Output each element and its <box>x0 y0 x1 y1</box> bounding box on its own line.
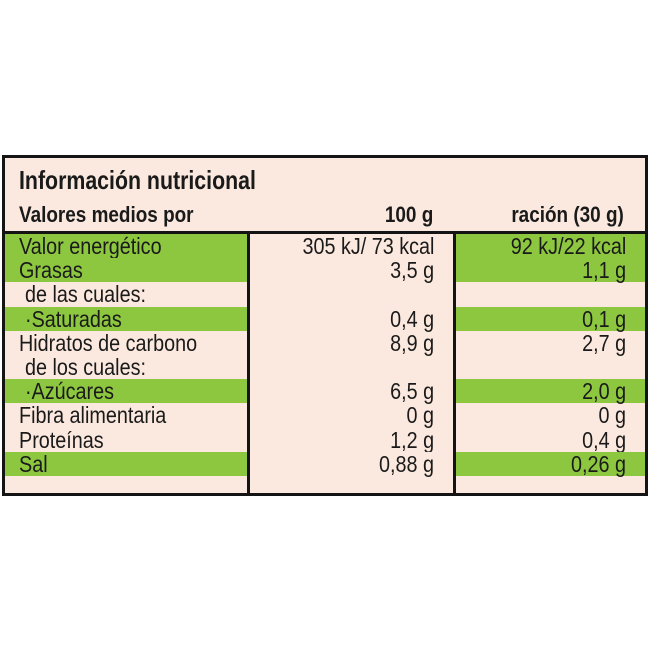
row-serving: 0 g <box>598 402 626 429</box>
row-name: Sal <box>19 450 48 477</box>
table-row: de las cuales: <box>5 281 645 308</box>
table-row: Valor energético 305 kJ/ 73 kcal 92 kJ/2… <box>5 233 645 259</box>
row-serving: 2,7 g <box>582 329 626 356</box>
row-name: Grasas <box>19 257 83 284</box>
table-row: ·Saturadas 0,4 g 0,1 g <box>5 305 645 332</box>
row-serving: 2,0 g <box>582 378 626 405</box>
row-serving: 0,4 g <box>582 426 626 453</box>
row-name: Proteínas <box>19 426 104 453</box>
table-title: Información nutricional <box>19 165 256 195</box>
row-name: ·Azúcares <box>25 378 115 405</box>
row-per100: 0,88 g <box>379 450 434 477</box>
table-body: Valor energético 305 kJ/ 73 kcal 92 kJ/2… <box>5 233 645 477</box>
row-serving: 0,1 g <box>582 305 626 332</box>
row-name: de los cuales: <box>25 353 146 380</box>
row-serving: 92 kJ/22 kcal <box>510 233 626 259</box>
table-row: Hidratos de carbono 8,9 g 2,7 g <box>5 329 645 356</box>
row-per100: 6,5 g <box>390 378 434 405</box>
table-row: Proteínas 1,2 g 0,4 g <box>5 426 645 453</box>
table-row: Sal 0,88 g 0,26 g <box>5 450 645 477</box>
row-per100: 0 g <box>406 402 434 429</box>
table-row: de los cuales: <box>5 353 645 380</box>
row-serving: 1,1 g <box>582 257 626 284</box>
column-divider <box>453 234 456 493</box>
row-name: Valor energético <box>19 233 162 259</box>
table-row: ·Azúcares 6,5 g 2,0 g <box>5 378 645 405</box>
row-name: Fibra alimentaria <box>19 402 167 429</box>
row-serving: 0,26 g <box>571 450 626 477</box>
row-per100: 1,2 g <box>390 426 434 453</box>
table-row: Fibra alimentaria 0 g 0 g <box>5 402 645 429</box>
row-name: ·Saturadas <box>25 305 122 332</box>
row-per100: 3,5 g <box>390 257 434 284</box>
row-per100: 305 kJ/ 73 kcal <box>302 233 434 259</box>
table-header: Información nutricional Valores medios p… <box>5 158 645 234</box>
header-serving: ración (30 g) <box>511 202 624 227</box>
nutrition-table: Información nutricional Valores medios p… <box>2 155 648 496</box>
row-name: de las cuales: <box>25 281 146 308</box>
header-100g: 100 g <box>384 202 433 227</box>
header-values-per: Valores medios por <box>19 202 194 227</box>
row-name: Hidratos de carbono <box>19 329 198 356</box>
table-row: Grasas 3,5 g 1,1 g <box>5 257 645 284</box>
row-per100: 8,9 g <box>390 329 434 356</box>
row-per100: 0,4 g <box>390 305 434 332</box>
column-divider <box>247 234 250 493</box>
